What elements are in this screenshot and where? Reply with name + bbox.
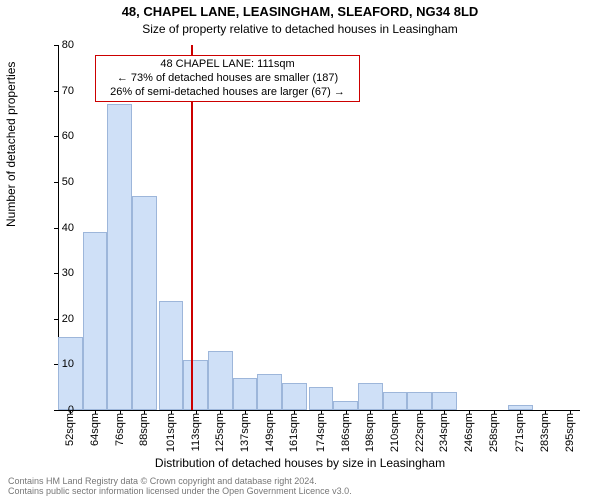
x-tick-label: 137sqm <box>239 413 251 452</box>
histogram-bar <box>233 378 258 410</box>
footer-line2: Contains public sector information licen… <box>8 486 592 496</box>
y-tick-mark <box>54 364 58 365</box>
x-tick-label: 76sqm <box>114 413 126 446</box>
histogram-bar <box>358 383 383 410</box>
histogram-bar <box>432 392 457 410</box>
x-tick-label: 161sqm <box>288 413 300 452</box>
annotation-line3: 26% of semi-detached houses are larger (… <box>102 86 353 100</box>
x-tick-label: 52sqm <box>64 413 76 446</box>
x-tick-label: 149sqm <box>264 413 276 452</box>
histogram-bar <box>282 383 307 410</box>
x-tick-label: 198sqm <box>364 413 376 452</box>
histogram-bar <box>257 374 282 411</box>
x-tick-label: 222sqm <box>414 413 426 452</box>
x-axis-label: Distribution of detached houses by size … <box>0 456 600 470</box>
histogram-bar <box>333 401 358 410</box>
y-tick-mark <box>54 228 58 229</box>
x-tick-label: 186sqm <box>340 413 352 452</box>
y-tick-mark <box>54 319 58 320</box>
y-tick-mark <box>54 91 58 92</box>
histogram-bar <box>83 232 108 410</box>
x-tick-label: 271sqm <box>514 413 526 452</box>
chart-subtitle: Size of property relative to detached ho… <box>0 22 600 36</box>
x-tick-label: 210sqm <box>389 413 401 452</box>
histogram-bar <box>309 387 334 410</box>
y-tick-mark <box>54 410 58 411</box>
x-tick-label: 88sqm <box>138 413 150 446</box>
x-tick-label: 101sqm <box>165 413 177 452</box>
annotation-line1: 48 CHAPEL LANE: 111sqm <box>102 58 353 72</box>
property-size-chart: 48, CHAPEL LANE, LEASINGHAM, SLEAFORD, N… <box>0 0 600 500</box>
y-axis-label: Number of detached properties <box>4 62 18 227</box>
annotation-callout: 48 CHAPEL LANE: 111sqm ← 73% of detached… <box>95 55 360 102</box>
histogram-bar <box>183 360 208 410</box>
y-tick-mark <box>54 136 58 137</box>
x-tick-label: 64sqm <box>89 413 101 446</box>
chart-title-address: 48, CHAPEL LANE, LEASINGHAM, SLEAFORD, N… <box>0 4 600 19</box>
x-tick-label: 246sqm <box>463 413 475 452</box>
x-tick-label: 295sqm <box>564 413 576 452</box>
x-tick-label: 125sqm <box>214 413 226 452</box>
histogram-bar <box>58 337 83 410</box>
histogram-bar <box>107 104 132 410</box>
histogram-bar <box>383 392 408 410</box>
annotation-line2: ← 73% of detached houses are smaller (18… <box>102 72 353 86</box>
x-tick-label: 174sqm <box>315 413 327 452</box>
histogram-bar <box>407 392 432 410</box>
x-axis-line <box>58 410 580 411</box>
y-tick-mark <box>54 182 58 183</box>
x-tick-label: 113sqm <box>190 413 202 451</box>
y-tick-mark <box>54 273 58 274</box>
histogram-bar <box>132 196 157 410</box>
footer-attribution: Contains HM Land Registry data © Crown c… <box>8 476 592 496</box>
x-tick-label: 283sqm <box>539 413 551 452</box>
x-tick-label: 258sqm <box>488 413 500 452</box>
x-tick-label: 234sqm <box>438 413 450 452</box>
footer-line1: Contains HM Land Registry data © Crown c… <box>8 476 317 486</box>
histogram-bar <box>208 351 233 410</box>
histogram-bar <box>159 301 184 411</box>
y-tick-mark <box>54 45 58 46</box>
